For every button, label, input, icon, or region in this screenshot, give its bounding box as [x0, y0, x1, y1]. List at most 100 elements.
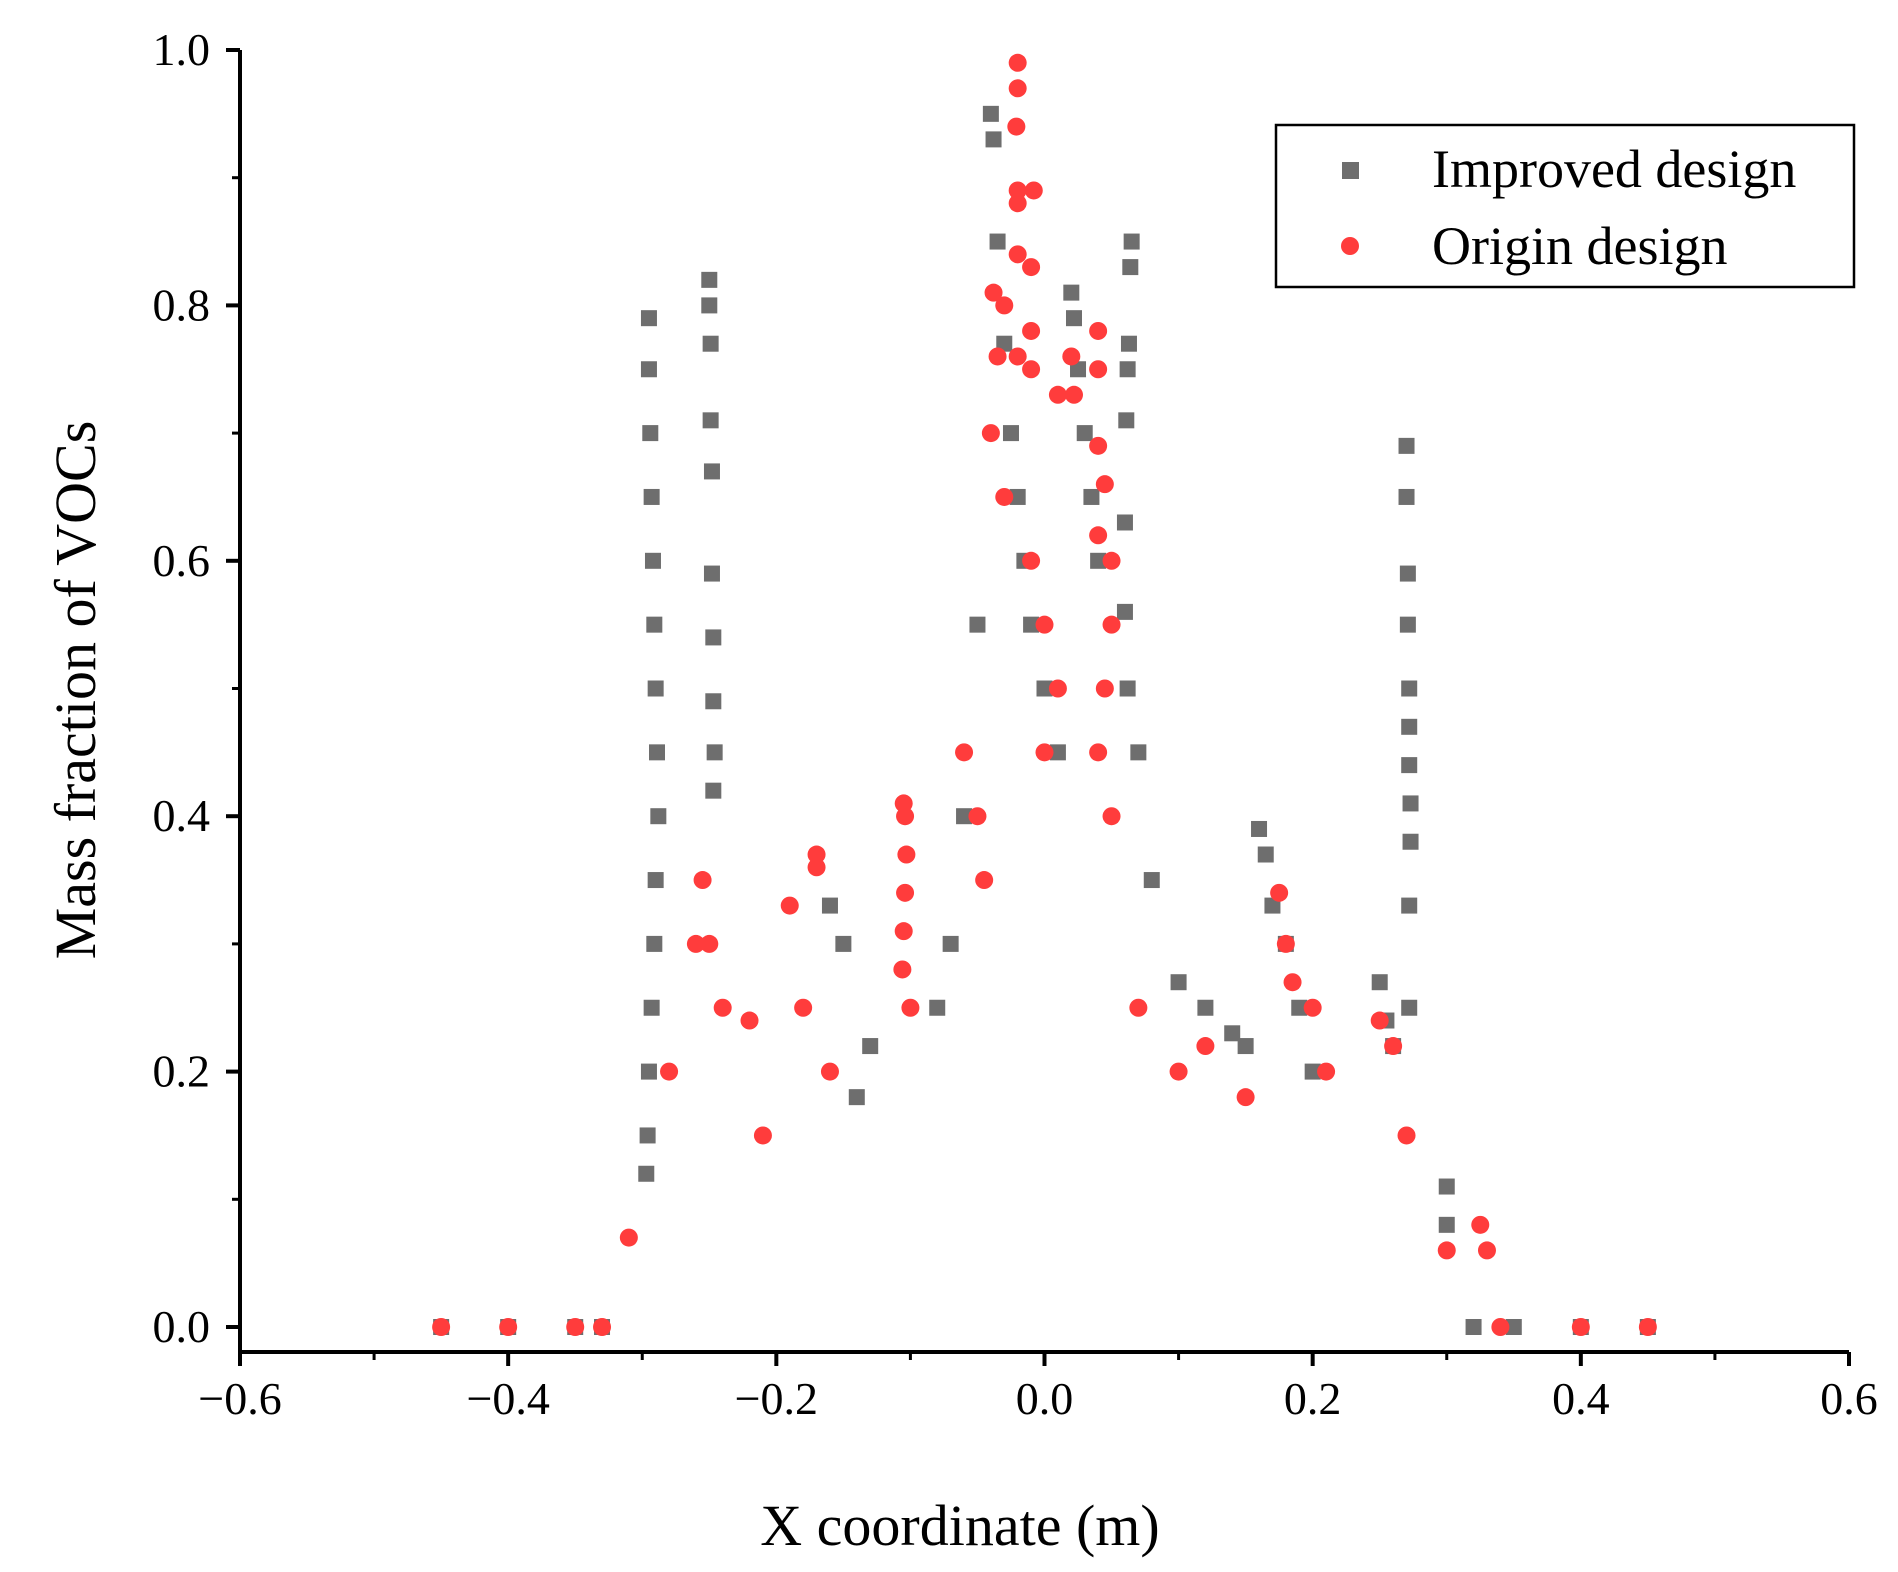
data-point: [1402, 795, 1419, 812]
data-point: [1119, 361, 1136, 378]
data-point: [988, 347, 1007, 366]
data-point: [848, 1089, 865, 1106]
data-point: [1022, 551, 1041, 570]
data-point: [1399, 616, 1416, 633]
data-point: [1120, 335, 1137, 352]
data-point: [1401, 999, 1418, 1016]
x-tick-label: −0.4: [466, 1373, 549, 1424]
data-point: [1008, 347, 1027, 366]
data-point: [985, 131, 1002, 148]
x-tick-label: 0.6: [1820, 1373, 1878, 1424]
data-point: [1276, 934, 1295, 953]
data-point: [1009, 488, 1026, 505]
data-point: [648, 744, 665, 761]
data-point: [1398, 437, 1415, 454]
data-point: [646, 935, 663, 952]
data-point: [713, 998, 732, 1017]
data-point: [1089, 743, 1108, 762]
data-point: [1283, 973, 1302, 992]
data-point: [1437, 1241, 1456, 1260]
data-point: [896, 807, 915, 826]
data-point: [1270, 883, 1289, 902]
data-point: [1237, 1038, 1254, 1055]
legend-label-origin-design: Origin design: [1432, 216, 1727, 276]
data-point: [1063, 284, 1080, 301]
data-point: [1401, 680, 1418, 697]
y-tick-label: 0.0: [153, 1301, 211, 1352]
data-point: [703, 565, 720, 582]
y-tick-label: 1.0: [153, 24, 211, 75]
data-point: [1130, 744, 1147, 761]
data-point: [1022, 360, 1041, 379]
data-point: [1224, 1025, 1241, 1042]
data-point: [1505, 1319, 1522, 1335]
y-tick-label: 0.6: [153, 535, 211, 586]
data-point: [640, 1063, 657, 1080]
y-tick-label: 0.4: [153, 790, 211, 841]
data-point: [1477, 1241, 1496, 1260]
data-point: [1197, 999, 1214, 1016]
data-point: [1122, 259, 1139, 276]
data-point: [638, 1165, 655, 1182]
data-point: [897, 845, 916, 864]
data-point: [1076, 425, 1093, 442]
legend-marker-improved-design: [1342, 162, 1359, 179]
data-point: [1129, 998, 1148, 1017]
data-point: [642, 425, 659, 442]
data-point: [969, 616, 986, 633]
data-point: [1401, 757, 1418, 774]
data-point: [706, 744, 723, 761]
data-point: [640, 361, 657, 378]
data-point: [1438, 1216, 1455, 1233]
data-point: [1007, 117, 1026, 136]
data-point: [1048, 385, 1067, 404]
data-point: [1035, 615, 1054, 634]
data-point: [929, 999, 946, 1016]
data-point: [1095, 679, 1114, 698]
data-point: [1102, 807, 1121, 826]
data-point: [593, 1318, 612, 1336]
data-point: [1023, 616, 1040, 633]
data-point: [701, 297, 718, 314]
data-point: [1036, 680, 1053, 697]
data-point: [566, 1318, 585, 1336]
data-point: [1008, 245, 1027, 264]
data-point: [1008, 181, 1027, 200]
data-layer: [432, 53, 1657, 1336]
x-tick-label: −0.6: [198, 1373, 281, 1424]
data-point: [1398, 488, 1415, 505]
data-point: [862, 1038, 879, 1055]
data-point: [1196, 1037, 1215, 1056]
data-point: [1095, 475, 1114, 494]
data-point: [701, 271, 718, 288]
data-point: [1062, 347, 1081, 366]
data-point: [740, 1011, 759, 1030]
data-point: [686, 934, 705, 953]
data-point: [1291, 999, 1308, 1016]
data-point: [1304, 1063, 1321, 1080]
data-point: [1303, 998, 1322, 1017]
x-tick-label: 0.2: [1284, 1373, 1342, 1424]
legend-box: [1274, 123, 1856, 289]
data-point: [968, 807, 987, 826]
data-point: [1438, 1178, 1455, 1195]
legend-label-improved-design: Improved design: [1432, 139, 1796, 199]
data-point: [1399, 565, 1416, 582]
data-point: [1102, 551, 1121, 570]
data-point: [1143, 872, 1160, 889]
data-point: [1008, 53, 1027, 72]
data-point: [1465, 1319, 1482, 1335]
data-point: [1371, 974, 1388, 991]
data-point: [956, 808, 973, 825]
data-point: [1022, 321, 1041, 340]
data-point: [1119, 680, 1136, 697]
data-point: [647, 872, 664, 889]
data-point: [901, 998, 920, 1017]
data-point: [1002, 425, 1019, 442]
legend: Improved design Origin design: [1274, 123, 1856, 289]
x-axis-title: X coordinate (m): [760, 1493, 1159, 1558]
data-point: [807, 858, 826, 877]
data-point: [643, 488, 660, 505]
data-point: [982, 105, 999, 122]
